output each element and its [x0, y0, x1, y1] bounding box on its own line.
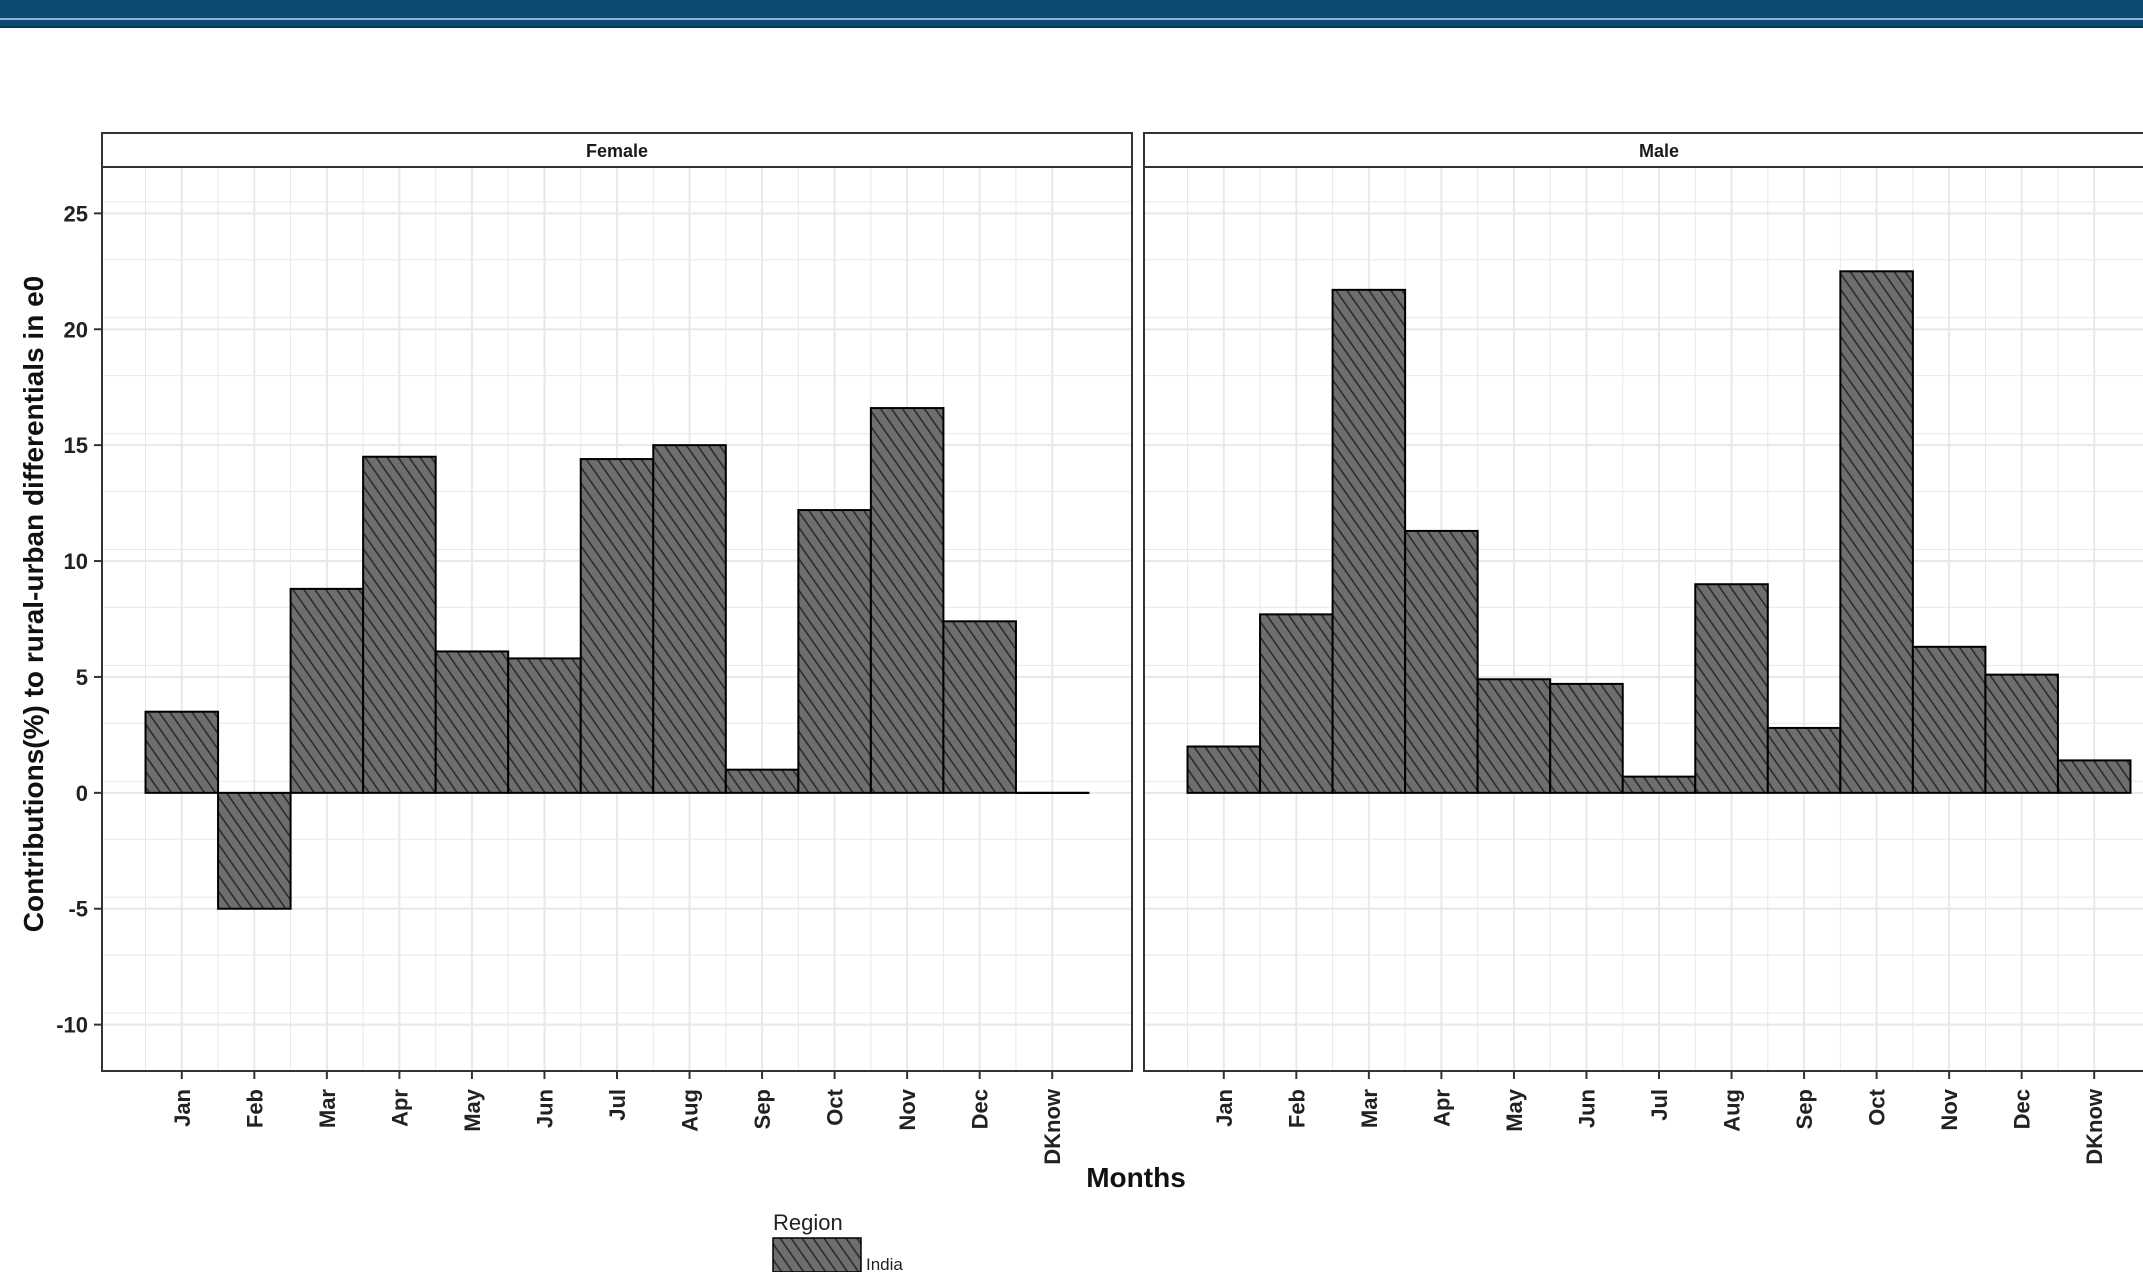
x-tick-label: May	[460, 1088, 485, 1132]
facet-strip-label: Male	[1639, 141, 1679, 161]
bar-male-aug	[1694, 583, 1769, 794]
legend-key-india	[772, 1237, 862, 1272]
y-tick-label: 5	[76, 665, 88, 690]
bar-male-may	[1476, 678, 1552, 794]
legend: Region India	[772, 1210, 903, 1272]
x-tick-label: Sep	[750, 1089, 775, 1129]
y-tick-label: 15	[64, 433, 88, 458]
x-tick-label: May	[1502, 1088, 1527, 1132]
x-tick-label: Jan	[170, 1089, 195, 1127]
x-tick-label: DKnow	[2082, 1088, 2107, 1165]
panel-male: Male Jan Feb Mar Apr May Jun Jul Aug Sep Oct Nov Dec…	[1143, 132, 2143, 1165]
bar-male-feb	[1259, 613, 1334, 794]
x-tick-label: Jan	[1212, 1089, 1237, 1127]
bar-male-dec	[1984, 673, 2059, 794]
header-band	[0, 0, 2143, 28]
bar-female-oct	[797, 509, 872, 794]
bar-male-jun	[1549, 682, 1624, 794]
header-band-border	[0, 26, 2143, 28]
bar-male-dknow	[2056, 759, 2132, 794]
facet-strip-label: Female	[586, 141, 648, 161]
y-axis-title: Contributions(%) to rural-urban differen…	[18, 276, 49, 932]
y-tick-label: 0	[76, 781, 88, 806]
y-tick-label: 20	[64, 317, 88, 342]
bar-male-oct	[1839, 270, 1914, 794]
x-tick-label: Aug	[678, 1089, 703, 1132]
x-tick-label: Mar	[1357, 1089, 1382, 1129]
x-axis-title: Months	[1086, 1162, 1186, 1193]
x-tick-label: Nov	[895, 1088, 920, 1130]
x-tick-label: Dec	[968, 1089, 993, 1129]
y-tick-label: 10	[64, 549, 88, 574]
x-tick-label: Mar	[315, 1089, 340, 1129]
bar-female-sep	[724, 768, 800, 794]
bar-male-apr	[1404, 529, 1479, 794]
bar-female-jul	[579, 458, 655, 794]
bar-male-mar	[1331, 288, 1407, 794]
y-tick-label: 25	[64, 201, 88, 226]
bar-female-mar	[289, 587, 365, 794]
y-tick-label: -10	[56, 1013, 88, 1038]
bar-female-feb	[217, 791, 292, 910]
x-tick-label: Jul	[1647, 1089, 1672, 1121]
bar-female-nov	[869, 407, 945, 794]
x-tick-label: Dec	[2010, 1089, 2035, 1129]
x-tick-label: Jul	[605, 1089, 630, 1121]
x-tick-label: Nov	[1937, 1088, 1962, 1130]
facet-strip	[1143, 132, 2143, 168]
x-tick-label: Sep	[1792, 1089, 1817, 1129]
x-tick-label: Jun	[532, 1089, 557, 1128]
bar-female-apr	[362, 455, 437, 794]
x-tick-label: Jun	[1574, 1089, 1599, 1128]
bar-male-jul	[1621, 775, 1697, 794]
bar-male-sep	[1766, 726, 1842, 794]
x-tick-label: Feb	[1284, 1089, 1309, 1128]
bar-female-may	[434, 650, 510, 794]
x-tick-label: Apr	[1429, 1089, 1454, 1127]
bar-female-jun	[507, 657, 582, 794]
x-tick-label: DKnow	[1040, 1088, 1065, 1165]
facet-strip	[101, 132, 1133, 168]
header-band-divider	[0, 18, 2143, 20]
x-tick-label: Apr	[387, 1089, 412, 1127]
bar-male-nov	[1911, 645, 1987, 794]
x-tick-label: Oct	[1865, 1088, 1890, 1125]
y-tick-label: -5	[68, 897, 88, 922]
bar-female-aug	[652, 444, 727, 794]
legend-title: Region	[773, 1210, 843, 1235]
panel-female: Female Jan Feb Mar Apr May Jun Jul Aug Sep Oct Nov D…	[56, 132, 1133, 1165]
bar-female-dec	[942, 620, 1017, 794]
legend-label-india: India	[866, 1255, 903, 1272]
bar-male-jan	[1186, 745, 1262, 794]
x-tick-label: Feb	[242, 1089, 267, 1128]
x-tick-label: Aug	[1720, 1089, 1745, 1132]
x-tick-label: Oct	[823, 1088, 848, 1125]
bar-female-jan	[144, 710, 220, 794]
